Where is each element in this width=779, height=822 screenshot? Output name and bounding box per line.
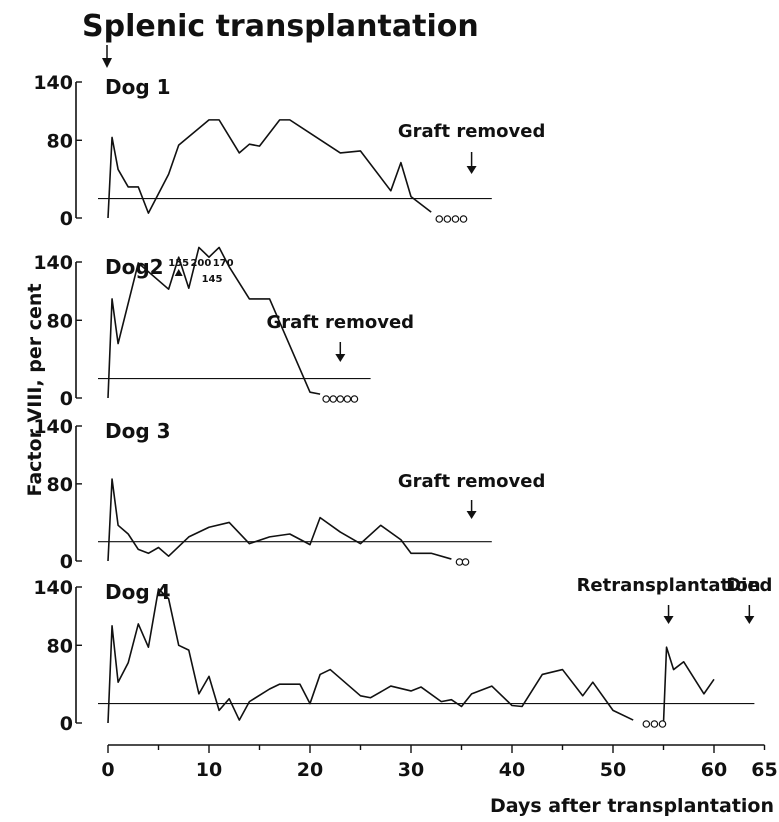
undetectable-marker: [343, 395, 352, 403]
x-tick-label: 0: [101, 759, 114, 781]
x-axis-label: Days after transplantation: [490, 795, 774, 817]
peak-value-label: 170: [213, 258, 234, 269]
annotation-label: Graft removed: [398, 471, 546, 492]
y-tick-label: 0: [60, 713, 73, 735]
undetectable-marker: [658, 720, 667, 728]
y-tick-label: 140: [33, 72, 73, 94]
undetectable-marker: [443, 215, 452, 223]
panel-label: Dog 4: [105, 580, 171, 604]
y-tick-label: 0: [60, 388, 73, 410]
undetectable-marker: [455, 558, 464, 566]
undetectable-marker: [461, 558, 470, 566]
peak-value-label: 200: [190, 258, 211, 269]
annotation-label: Graft removed: [398, 121, 546, 142]
annotation-arrow-head: [466, 166, 477, 174]
annotation-arrow-head: [466, 511, 477, 519]
data-series-line: [107, 246, 321, 399]
undetectable-marker: [650, 720, 659, 728]
retransplant-series-line: [662, 646, 715, 724]
y-tick-label: 80: [47, 310, 73, 332]
y-tick-label: 0: [60, 551, 73, 573]
peak-value-label: 145: [202, 274, 223, 285]
x-tick-label: 20: [297, 759, 323, 781]
undetectable-marker: [459, 215, 468, 223]
x-tick-label: 40: [499, 759, 525, 781]
annotation-label: Retransplantation: [577, 575, 761, 596]
undetectable-marker: [435, 215, 444, 223]
x-tick-label: 30: [398, 759, 424, 781]
panel-label: Dog 3: [105, 419, 171, 443]
data-series-line: [107, 119, 432, 219]
x-tick-label: 65: [751, 759, 777, 781]
peak-value-label: 155: [168, 258, 189, 269]
undetectable-marker: [322, 395, 330, 403]
undetectable-marker: [350, 395, 359, 403]
panel-1: 0 80 140 Dog 1 Graft removed: [33, 72, 545, 230]
data-series-line: [107, 478, 452, 562]
y-tick-label: 140: [33, 577, 73, 599]
panel-label: Dog 1: [105, 75, 171, 99]
undetectable-marker: [642, 720, 651, 728]
y-tick-label: 140: [33, 416, 73, 438]
figure-title: Splenic transplantation: [82, 9, 479, 44]
y-axis-label: Factor VIII, per cent: [24, 283, 46, 496]
y-tick-label: 140: [33, 252, 73, 274]
undetectable-marker: [451, 215, 460, 223]
x-tick-label: 60: [701, 759, 727, 781]
y-tick-label: 80: [47, 474, 73, 496]
y-tick-label: 80: [47, 635, 73, 657]
y-tick-label: 80: [47, 130, 73, 152]
undetectable-marker: [329, 395, 338, 403]
x-tick-label: 10: [196, 759, 222, 781]
annotation-arrow-head: [335, 354, 346, 362]
peak-arrow: [174, 269, 183, 276]
annotation-label: Died: [726, 575, 772, 596]
panels-group: 0 80 140 Dog 1 Graft removed 0 80 140 Dog2 155 200…: [33, 72, 772, 735]
data-series-line: [107, 588, 634, 724]
annotation-arrow-head: [663, 616, 674, 624]
panel-label: Dog2: [105, 255, 164, 279]
annotation-arrow-head: [744, 616, 755, 624]
x-axis: 0 10 20 30 40 50 60 65: [101, 744, 778, 781]
y-tick-label: 0: [60, 208, 73, 230]
undetectable-marker: [336, 395, 345, 403]
annotation-label: Graft removed: [267, 312, 415, 333]
transplant-arrow-head: [102, 58, 112, 68]
x-tick-label: 50: [600, 759, 626, 781]
panel-3: 0 80 140 Dog 3 Graft removed: [33, 416, 545, 573]
panel-2: 0 80 140 Dog2 155 200 145 170 Graft removed: [33, 246, 415, 410]
